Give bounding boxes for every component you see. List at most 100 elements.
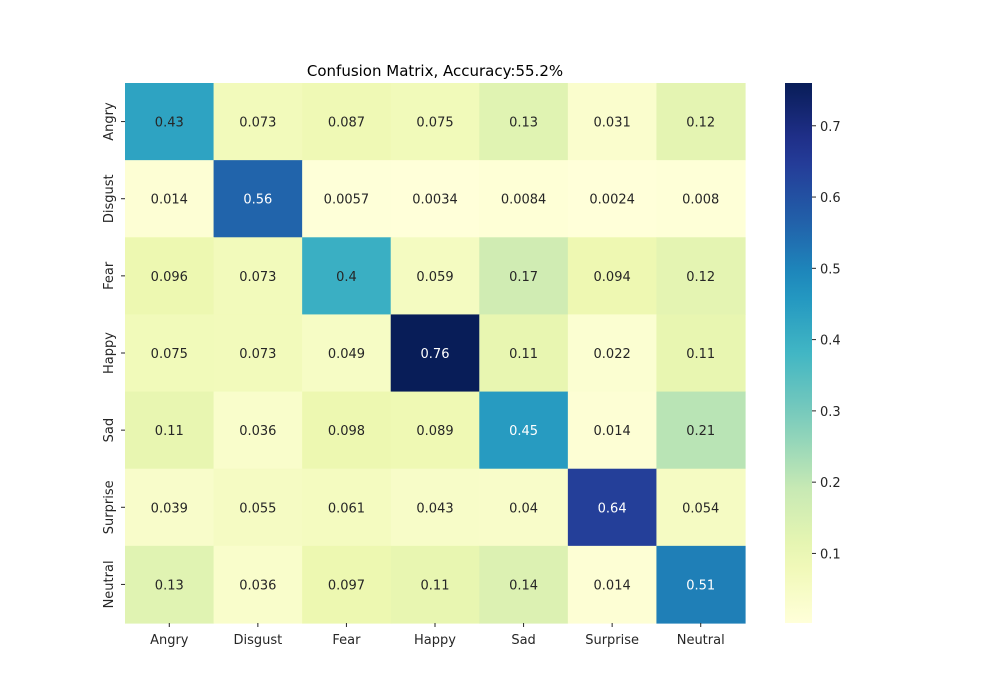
heatmap-cell (302, 160, 392, 238)
heatmap-cell (213, 391, 303, 470)
heatmap-cell (125, 83, 215, 161)
colorbar-gradient (785, 83, 812, 623)
cell-value-label: 0.64 (598, 501, 627, 516)
cell-value-label: 0.76 (421, 347, 450, 362)
heatmap-cell (390, 468, 480, 547)
y-tick-label: Sad (102, 418, 117, 442)
cell-value-label: 0.0024 (589, 193, 635, 208)
cell-value-label: 0.008 (682, 193, 719, 208)
cell-value-label: 0.031 (594, 116, 631, 131)
cell-value-label: 0.075 (151, 347, 188, 362)
cell-value-label: 0.098 (328, 424, 365, 439)
cell-value-label: 0.12 (686, 270, 715, 285)
heatmap-cell (656, 237, 746, 316)
cell-value-label: 0.11 (509, 347, 538, 362)
cell-value-label: 0.0034 (412, 193, 458, 208)
heatmap-cell (656, 314, 746, 393)
cell-value-label: 0.073 (239, 116, 276, 131)
cell-value-label: 0.014 (594, 424, 631, 439)
cell-value-label: 0.097 (328, 578, 365, 593)
x-tick-label: Sad (511, 633, 535, 648)
y-tick-label: Happy (102, 332, 117, 374)
cell-value-label: 0.4 (336, 270, 357, 285)
heatmap-cell (567, 545, 658, 624)
cell-value-label: 0.043 (416, 501, 453, 516)
heatmap-cell (479, 468, 569, 547)
cell-value-label: 0.51 (686, 578, 715, 593)
x-tick-label: Disgust (233, 633, 282, 648)
heatmap-cell (479, 237, 569, 316)
cell-value-label: 0.059 (416, 270, 453, 285)
cell-value-label: 0.21 (686, 424, 715, 439)
cell-value-label: 0.43 (155, 116, 184, 131)
cell-value-label: 0.13 (155, 578, 184, 593)
heatmap-cell (479, 160, 569, 238)
cell-value-label: 0.094 (594, 270, 631, 285)
y-tick-label: Surprise (102, 480, 117, 534)
heatmap-cell (656, 468, 746, 547)
cell-value-label: 0.087 (328, 116, 365, 131)
heatmap-cell (479, 314, 569, 393)
y-tick-label: Fear (102, 261, 117, 290)
colorbar-tick-label: 0.4 (820, 334, 841, 349)
colorbar-tick-label: 0.5 (820, 262, 841, 277)
chart-title: Confusion Matrix, Accuracy:55.2% (307, 62, 563, 80)
y-axis-ticks: Angry Disgust Fear Happy Sad Surprise Neutral (102, 102, 125, 608)
heatmap-grid: 0.43 0.073 0.087 0.075 0.13 0.031 0.12 0.014 0.5… (125, 83, 746, 624)
colorbar-tick-label: 0.2 (820, 476, 841, 491)
heatmap-cell (567, 83, 658, 161)
colorbar: 0.1 0.2 0.3 0.4 0.5 0.6 0.7 (785, 83, 841, 623)
y-tick-label: Angry (102, 102, 117, 141)
cell-value-label: 0.089 (416, 424, 453, 439)
x-tick-label: Surprise (585, 633, 639, 648)
heatmap-cell (567, 160, 658, 238)
x-tick-label: Angry (150, 633, 189, 648)
cell-value-label: 0.036 (239, 424, 276, 439)
cell-value-label: 0.11 (155, 424, 184, 439)
x-tick-label: Neutral (677, 633, 725, 648)
colorbar-tick-label: 0.1 (820, 547, 841, 562)
colorbar-tick-label: 0.3 (820, 405, 841, 420)
cell-value-label: 0.11 (421, 578, 450, 593)
heatmap-cell (125, 160, 215, 238)
heatmap-cell (302, 391, 392, 470)
cell-value-label: 0.039 (151, 501, 188, 516)
heatmap-cell (125, 468, 215, 547)
x-tick-label: Fear (332, 633, 361, 648)
heatmap-cell (656, 83, 746, 161)
y-tick-label: Neutral (102, 560, 117, 608)
cell-value-label: 0.022 (594, 347, 631, 362)
cell-value-label: 0.014 (151, 193, 188, 208)
cell-value-label: 0.061 (328, 501, 365, 516)
cell-value-label: 0.13 (509, 116, 538, 131)
heatmap-cell (567, 237, 658, 316)
heatmap-cell (302, 237, 392, 316)
heatmap-cell (390, 237, 480, 316)
heatmap-cell (390, 391, 480, 470)
heatmap-cell (125, 314, 215, 393)
heatmap-cell (656, 160, 746, 238)
heatmap-cell (213, 314, 303, 393)
cell-value-label: 0.096 (151, 270, 188, 285)
cell-value-label: 0.45 (509, 424, 538, 439)
cell-value-label: 0.054 (682, 501, 719, 516)
cell-value-label: 0.073 (239, 347, 276, 362)
x-axis-ticks: Angry Disgust Fear Happy Sad Surprise Neutral (150, 623, 725, 648)
cell-value-label: 0.56 (243, 193, 272, 208)
cell-value-label: 0.0057 (324, 193, 370, 208)
heatmap-cell (567, 314, 658, 393)
cell-value-label: 0.036 (239, 578, 276, 593)
heatmap-cell (213, 468, 303, 547)
heatmap-cell (656, 545, 746, 624)
heatmap-cell (125, 237, 215, 316)
cell-value-label: 0.014 (594, 578, 631, 593)
heatmap-cell (302, 545, 392, 624)
cell-value-label: 0.04 (509, 501, 538, 516)
heatmap-cell (125, 391, 215, 470)
heatmap-cell (125, 545, 215, 624)
heatmap-cell (390, 160, 480, 238)
heatmap-cell (390, 314, 480, 393)
heatmap-cell (213, 237, 303, 316)
heatmap-cell (302, 314, 392, 393)
